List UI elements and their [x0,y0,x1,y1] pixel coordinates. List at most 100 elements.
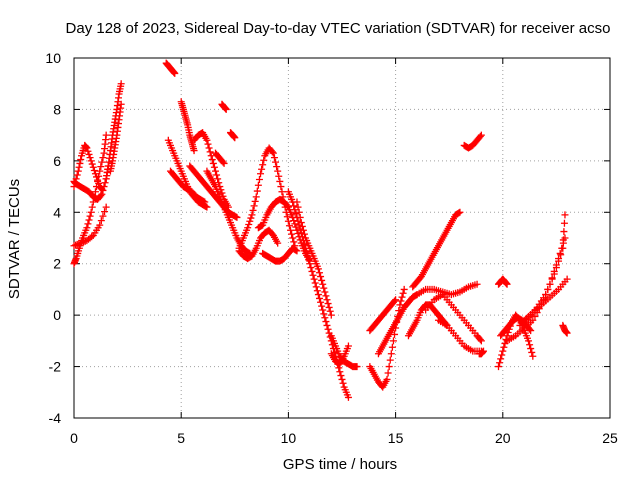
series-arc-24 [327,342,352,368]
data-point-marker [270,154,278,162]
data-point-marker [249,206,257,214]
data-point-marker [101,179,109,187]
data-point-marker [117,80,125,88]
data-point-marker [252,193,260,201]
data-point-marker [190,147,198,155]
data-point-marker [476,132,484,140]
data-point-marker [275,172,283,180]
data-point-marker [323,296,331,304]
series-arc-17 [235,144,299,252]
data-point-marker [529,352,537,360]
data-point-marker [320,284,328,292]
data-point-marker [89,198,97,206]
data-point-marker [83,224,91,232]
data-point-marker [456,208,464,216]
y-tick-label: 2 [53,256,61,272]
plot-frame [73,57,611,419]
data-point-marker [503,280,511,288]
data-point-marker [94,177,102,185]
data-point-marker [209,159,217,167]
data-point-marker [336,368,344,376]
data-point-marker [247,214,255,222]
data-point-marker [312,283,320,291]
data-point-marker [526,325,534,333]
data-point-marker [254,181,262,189]
data-point-marker [273,163,281,171]
data-point-marker [218,189,226,197]
data-point-marker [561,211,569,219]
data-point-marker [400,285,408,293]
data-point-marker [318,302,326,310]
data-point-marker [322,292,330,300]
x-tick-label: 5 [177,430,185,446]
data-point-marker [310,275,318,283]
data-point-marker [274,239,282,247]
data-point-marker [477,337,485,345]
data-point-marker [73,171,81,179]
data-point-marker [272,158,280,166]
data-point-marker [387,350,395,358]
data-point-marker [213,171,221,179]
data-point-marker [288,230,296,238]
data-point-marker [285,222,293,230]
data-point-marker [255,176,263,183]
data-point-marker [500,343,508,351]
data-point-marker [527,345,535,353]
data-point-marker [325,303,333,311]
data-point-marker [260,156,268,164]
data-point-marker [383,375,391,383]
data-point-marker [277,183,285,191]
data-point-marker [326,307,334,315]
data-point-marker [548,275,556,283]
y-tick-label: 0 [53,307,61,323]
data-point-marker [212,167,220,175]
data-point-marker [290,202,298,210]
data-point-marker [293,198,301,206]
data-point-marker [96,221,104,229]
data-point-marker [353,363,361,371]
data-markers [70,59,571,401]
data-point-marker [324,300,332,308]
data-point-marker [87,208,95,216]
data-point-marker [298,222,306,230]
data-point-marker [323,321,331,329]
data-point-marker [90,193,98,201]
data-point-marker [338,375,346,383]
data-point-marker [97,163,105,171]
data-point-marker [496,359,504,367]
series-arc-3 [70,131,110,268]
data-point-marker [204,140,212,148]
data-point-marker [307,264,315,272]
data-point-marker [251,197,259,205]
data-point-marker [293,247,301,255]
data-point-marker [214,175,222,183]
series-arc-41 [559,321,571,337]
data-point-marker [85,150,93,158]
data-point-marker [259,161,267,169]
data-point-marker [546,280,554,288]
data-point-marker [317,298,325,306]
data-point-marker [300,240,308,248]
data-point-marker [563,329,571,337]
data-point-marker [87,157,95,165]
series-arc-30 [413,280,481,299]
data-point-marker [75,163,83,171]
data-point-marker [476,336,484,344]
data-point-marker [210,163,218,171]
series-arc-26 [366,296,400,335]
data-point-marker [99,212,107,220]
data-point-marker [97,217,105,225]
data-point-marker [557,251,565,259]
data-point-marker [397,297,405,305]
series-arc-14 [212,149,228,167]
data-point-marker [89,163,97,171]
data-point-marker [314,291,322,299]
data-point-marker [290,238,298,246]
data-point-marker [269,149,277,157]
data-point-marker [203,136,211,144]
data-point-marker [473,280,481,288]
series-arc-19 [254,195,314,265]
data-point-marker [559,236,567,244]
data-point-marker [268,148,276,156]
